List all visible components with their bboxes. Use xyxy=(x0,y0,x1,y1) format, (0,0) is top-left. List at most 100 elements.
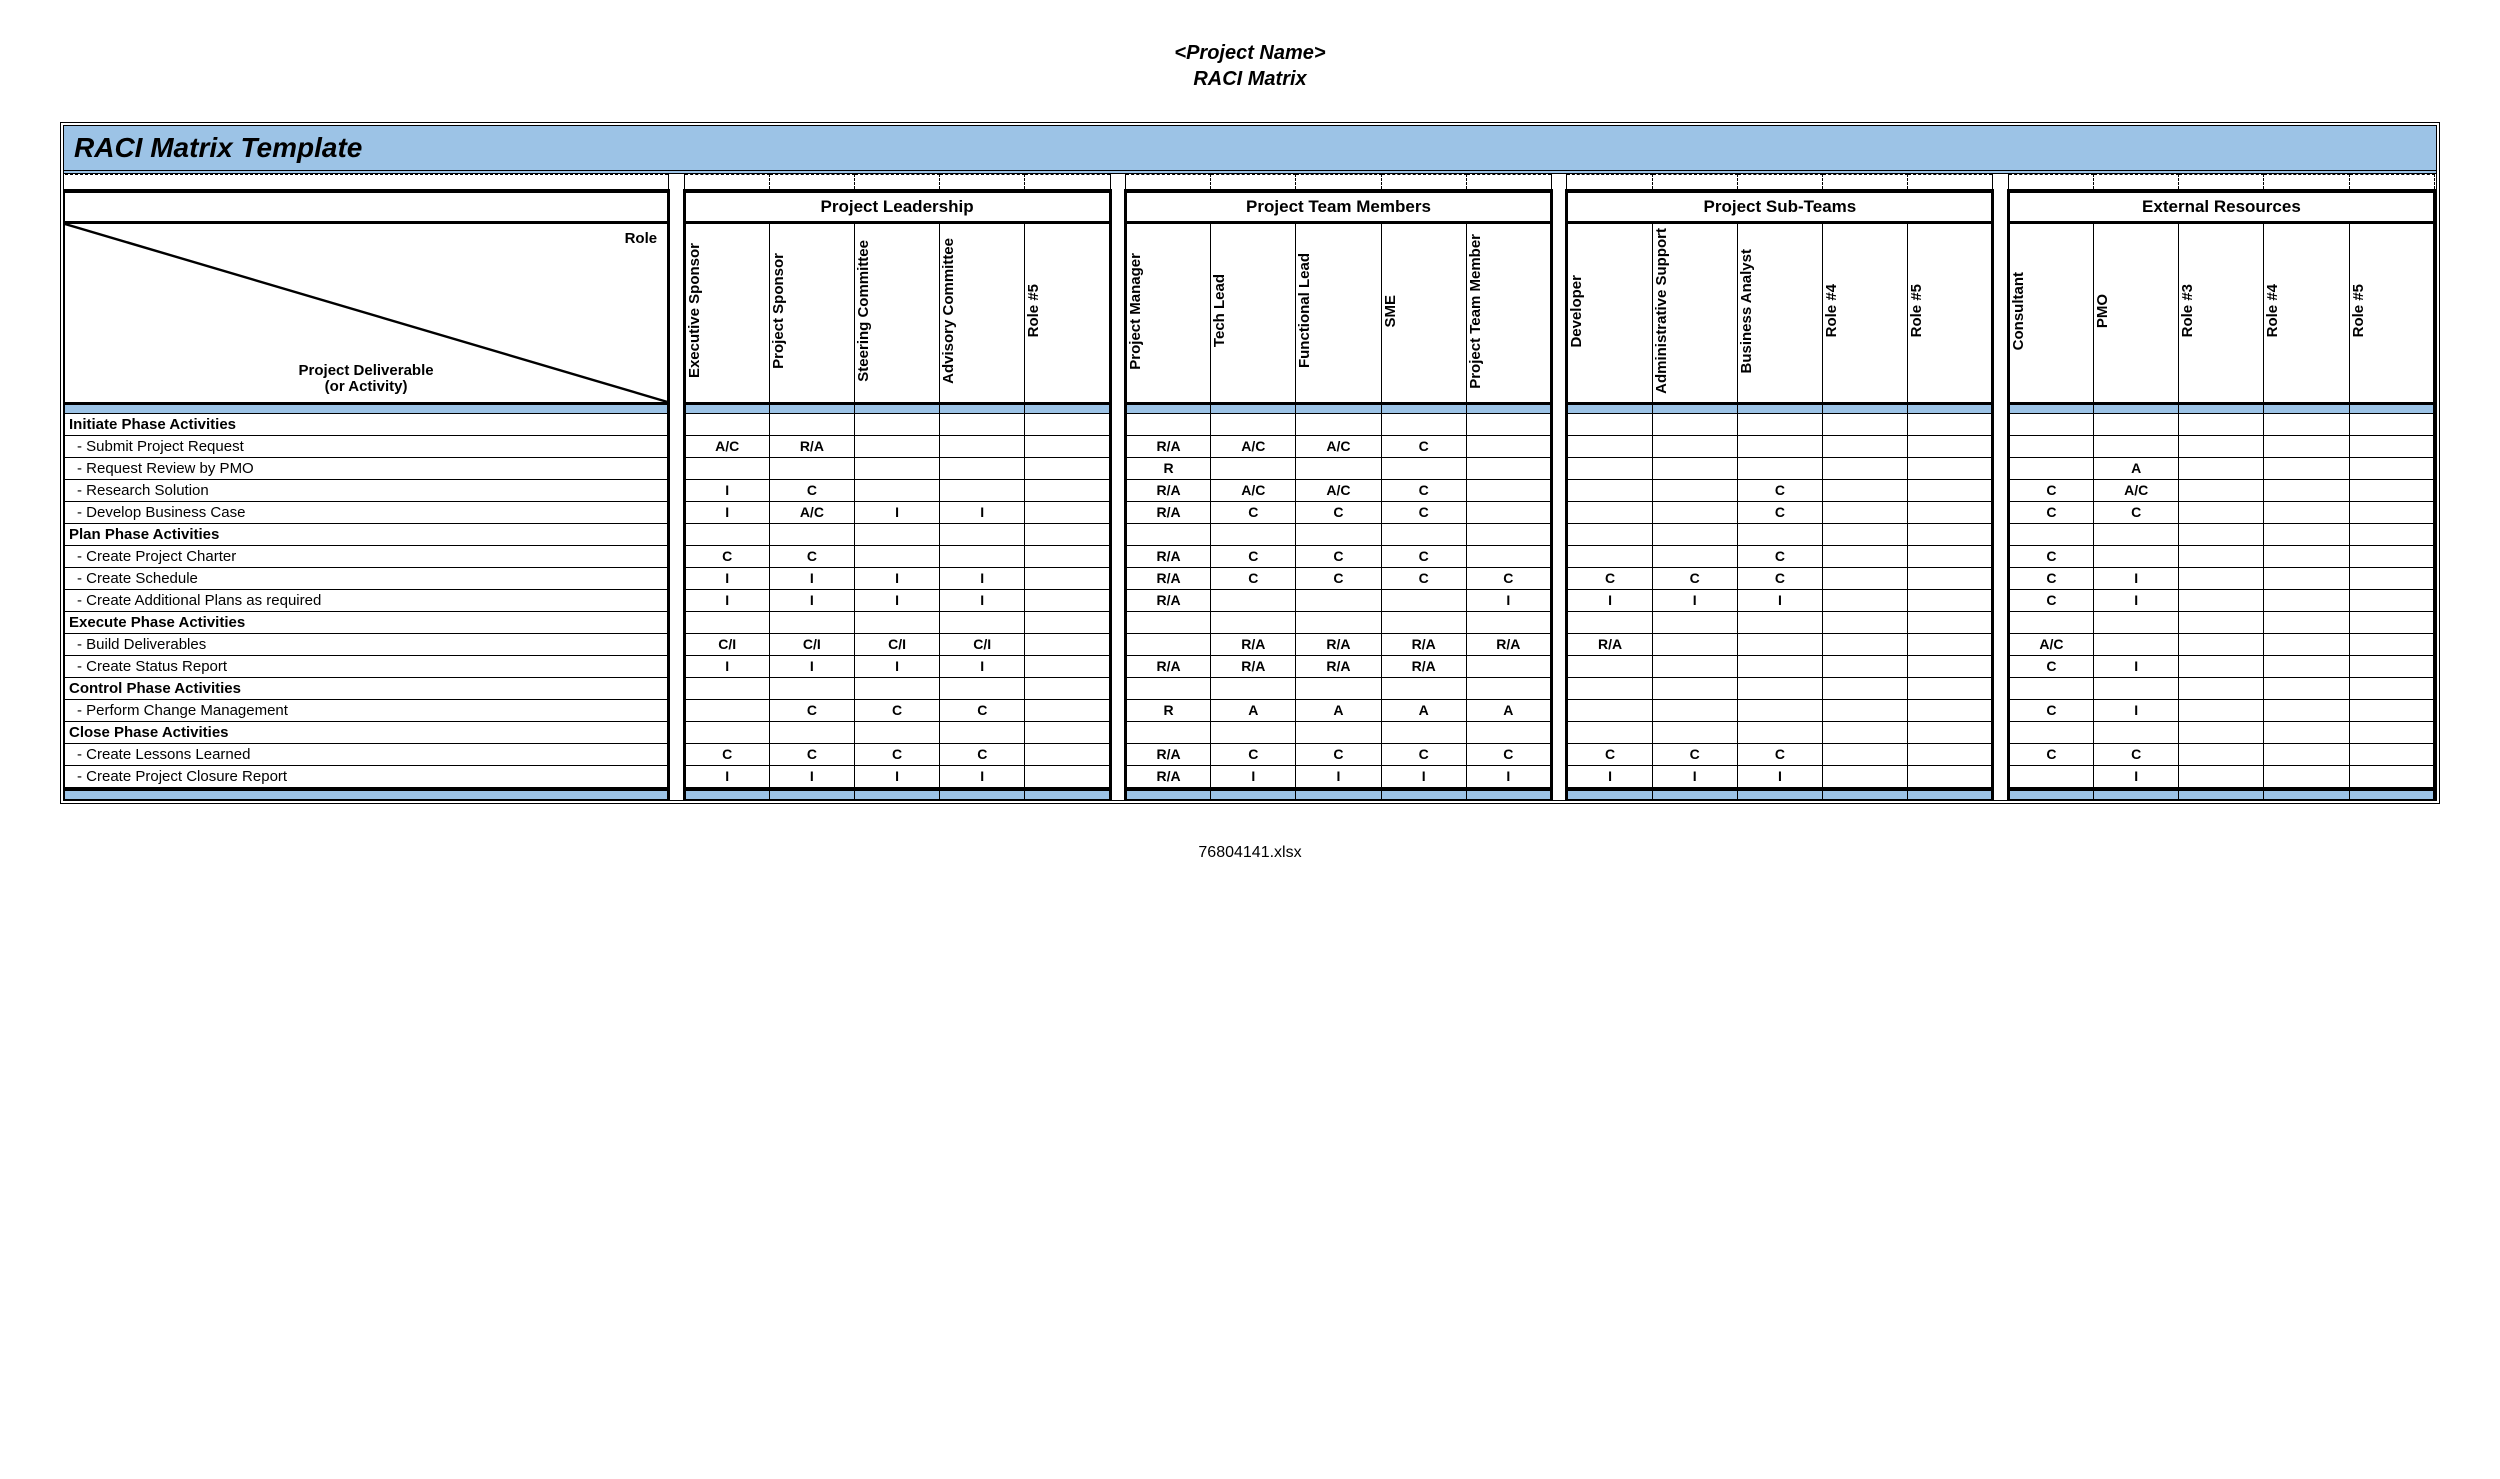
raci-cell xyxy=(2179,633,2264,655)
raci-cell xyxy=(1025,501,1110,523)
raci-cell: C/I xyxy=(769,633,854,655)
raci-cell: C xyxy=(1652,743,1737,765)
raci-cell xyxy=(854,457,939,479)
raci-cell xyxy=(854,721,939,743)
raci-cell xyxy=(1908,413,1993,435)
raci-cell xyxy=(1737,413,1822,435)
raci-cell: C xyxy=(1737,743,1822,765)
raci-cell: C xyxy=(1381,567,1466,589)
raci-cell: I xyxy=(940,765,1025,789)
raci-cell xyxy=(1737,435,1822,457)
raci-cell: C xyxy=(1737,479,1822,501)
raci-cell: C xyxy=(2008,567,2093,589)
raci-cell xyxy=(1296,457,1381,479)
phase-row: Plan Phase Activities xyxy=(65,523,2435,545)
raci-cell xyxy=(1908,699,1993,721)
raci-cell xyxy=(1737,677,1822,699)
raci-cell xyxy=(1025,699,1110,721)
raci-cell xyxy=(1908,633,1993,655)
raci-cell xyxy=(1466,523,1551,545)
raci-cell xyxy=(1211,721,1296,743)
raci-cell: I xyxy=(1737,589,1822,611)
raci-cell xyxy=(2008,721,2093,743)
raci-cell xyxy=(1296,677,1381,699)
row-label: Control Phase Activities xyxy=(65,677,669,699)
raci-cell xyxy=(1211,589,1296,611)
raci-cell: C xyxy=(1296,743,1381,765)
raci-cell: C xyxy=(1466,567,1551,589)
raci-cell xyxy=(2349,765,2434,789)
raci-cell xyxy=(769,677,854,699)
header-line-1: <Project Name> xyxy=(60,40,2440,66)
raci-cell xyxy=(2349,633,2434,655)
raci-cell xyxy=(2349,655,2434,677)
raci-cell xyxy=(1381,721,1466,743)
raci-cell xyxy=(940,677,1025,699)
raci-cell xyxy=(684,699,769,721)
raci-cell: C xyxy=(2008,479,2093,501)
raci-cell xyxy=(1737,633,1822,655)
raci-cell: R/A xyxy=(1126,743,1211,765)
row-label: - Develop Business Case xyxy=(65,501,669,523)
raci-cell: R/A xyxy=(1126,545,1211,567)
raci-cell xyxy=(1737,655,1822,677)
raci-cell: A/C xyxy=(1296,479,1381,501)
raci-cell xyxy=(2008,765,2093,789)
raci-cell xyxy=(1466,457,1551,479)
raci-cell xyxy=(1567,699,1652,721)
raci-cell xyxy=(2264,479,2349,501)
raci-cell: I xyxy=(1466,589,1551,611)
raci-cell xyxy=(1737,457,1822,479)
raci-cell xyxy=(2179,743,2264,765)
raci-cell xyxy=(2264,545,2349,567)
page-footer: 76804141.xlsx xyxy=(60,844,2440,862)
raci-cell: C xyxy=(1211,743,1296,765)
activity-row: - Perform Change ManagementCCCRAAAACI xyxy=(65,699,2435,721)
raci-cell: I xyxy=(684,655,769,677)
raci-cell: C xyxy=(1737,501,1822,523)
raci-cell xyxy=(2094,523,2179,545)
raci-cell: C xyxy=(1737,545,1822,567)
raci-cell xyxy=(2008,457,2093,479)
row-label: - Research Solution xyxy=(65,479,669,501)
role-header: Functional Lead xyxy=(1296,223,1381,404)
raci-cell: I xyxy=(1296,765,1381,789)
raci-cell xyxy=(1908,677,1993,699)
raci-cell xyxy=(1025,545,1110,567)
role-header: Executive Sponsor xyxy=(684,223,769,404)
raci-cell xyxy=(1126,611,1211,633)
raci-cell: R/A xyxy=(1381,633,1466,655)
raci-cell xyxy=(940,611,1025,633)
raci-cell xyxy=(769,721,854,743)
raci-cell xyxy=(1652,523,1737,545)
raci-cell: A xyxy=(2094,457,2179,479)
raci-cell xyxy=(1652,655,1737,677)
blue-separator-bottom xyxy=(65,789,2435,800)
raci-cell xyxy=(1126,523,1211,545)
phase-row: Control Phase Activities xyxy=(65,677,2435,699)
phase-row: Execute Phase Activities xyxy=(65,611,2435,633)
raci-cell: C xyxy=(2008,699,2093,721)
raci-cell xyxy=(1567,413,1652,435)
dotted-spacer-row xyxy=(65,175,2435,192)
raci-cell xyxy=(1466,545,1551,567)
raci-cell xyxy=(1823,479,1908,501)
raci-cell xyxy=(1823,743,1908,765)
raci-cell xyxy=(1823,611,1908,633)
raci-cell: R/A xyxy=(1126,479,1211,501)
raci-cell xyxy=(1908,765,1993,789)
raci-cell xyxy=(1025,721,1110,743)
raci-cell: R/A xyxy=(1296,655,1381,677)
raci-cell xyxy=(1908,523,1993,545)
raci-cell xyxy=(1466,479,1551,501)
raci-cell: A xyxy=(1381,699,1466,721)
raci-cell: R xyxy=(1126,457,1211,479)
raci-cell xyxy=(1025,611,1110,633)
role-header: Role #5 xyxy=(1025,223,1110,404)
raci-cell xyxy=(1652,413,1737,435)
raci-cell: C xyxy=(2008,545,2093,567)
raci-cell: C xyxy=(684,545,769,567)
raci-cell xyxy=(1466,721,1551,743)
raci-cell xyxy=(2349,413,2434,435)
raci-cell xyxy=(2264,633,2349,655)
